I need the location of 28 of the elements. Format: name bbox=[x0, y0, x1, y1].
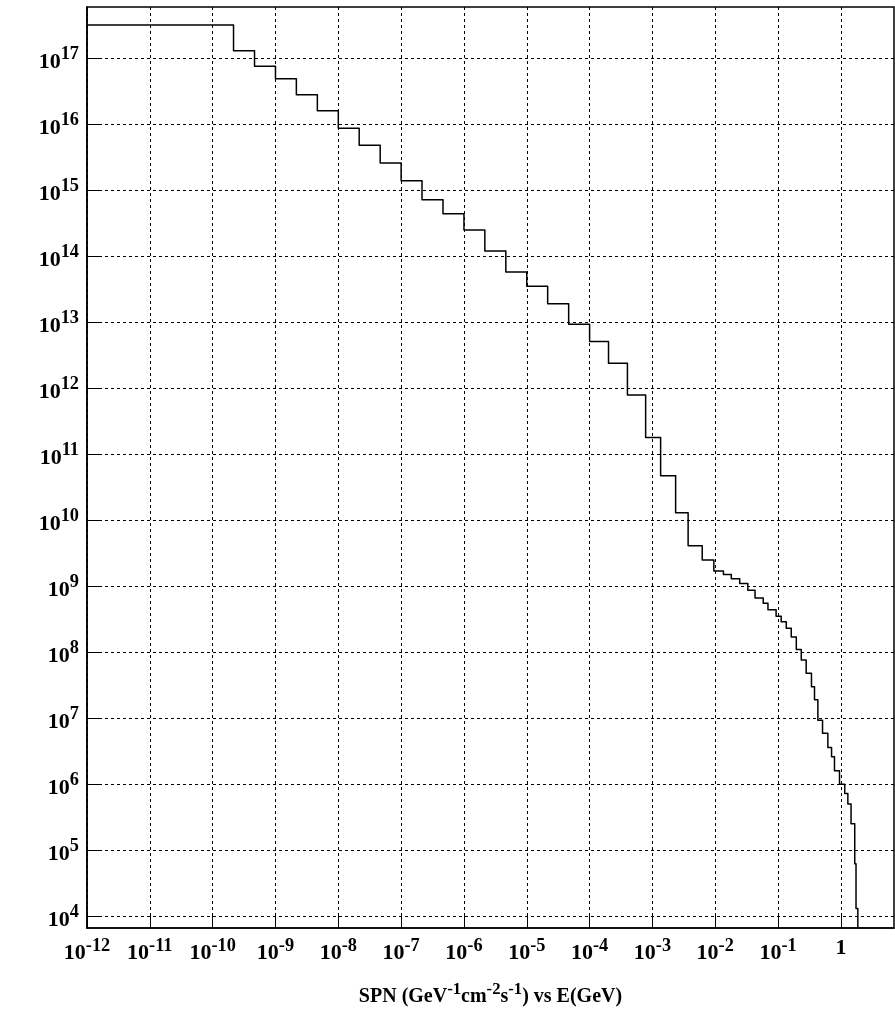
y-tick-label: 10$^{10}$ bbox=[38, 505, 79, 535]
x-tick-label: 10$^{-8}$ bbox=[319, 935, 357, 965]
y-tick-label: 10$^{12}$ bbox=[38, 373, 79, 403]
x-tick-label: 10$^{-10}$ bbox=[189, 935, 236, 965]
x-tick-label: 1 bbox=[835, 934, 847, 959]
y-tick-label: 10$^{15}$ bbox=[38, 175, 79, 205]
x-tick-label: 10$^{-3}$ bbox=[633, 935, 672, 965]
y-tick-label: 10$^{7}$ bbox=[47, 703, 79, 733]
y-tick-label: 10$^{4}$ bbox=[47, 901, 79, 931]
y-tick-label: 10$^{9}$ bbox=[47, 571, 79, 601]
x-tick-label: 10$^{-7}$ bbox=[382, 935, 420, 965]
y-tick-label: 10$^{11}$ bbox=[39, 439, 79, 469]
x-tick-label: 10$^{-11}$ bbox=[127, 935, 173, 965]
x-tick-label: 10$^{-2}$ bbox=[696, 935, 734, 965]
y-tick-label: 10$^{8}$ bbox=[47, 637, 79, 667]
x-tick-label: 10$^{-5}$ bbox=[508, 935, 546, 965]
y-tick-label: 10$^{5}$ bbox=[47, 835, 79, 865]
x-tick-label: 10$^{-4}$ bbox=[570, 935, 609, 965]
x-tick-label: 10$^{-6}$ bbox=[445, 935, 483, 965]
x-tick-label: 10$^{-9}$ bbox=[256, 935, 295, 965]
y-tick-label: 10$^{13}$ bbox=[38, 307, 79, 337]
x-tick-label: 10$^{-1}$ bbox=[759, 935, 797, 965]
y-tick-label: 10$^{14}$ bbox=[38, 241, 79, 271]
y-tick-label: 10$^{17}$ bbox=[38, 43, 79, 73]
x-tick-label: 10$^{-12}$ bbox=[63, 935, 111, 965]
y-tick-label: 10$^{6}$ bbox=[47, 769, 79, 799]
x-axis-title: SPN (GeV$^{-1}$cm$^{-2}$s$^{-1}$) vs E(GeV) bbox=[358, 979, 623, 1006]
y-tick-label: 10$^{16}$ bbox=[38, 109, 79, 139]
